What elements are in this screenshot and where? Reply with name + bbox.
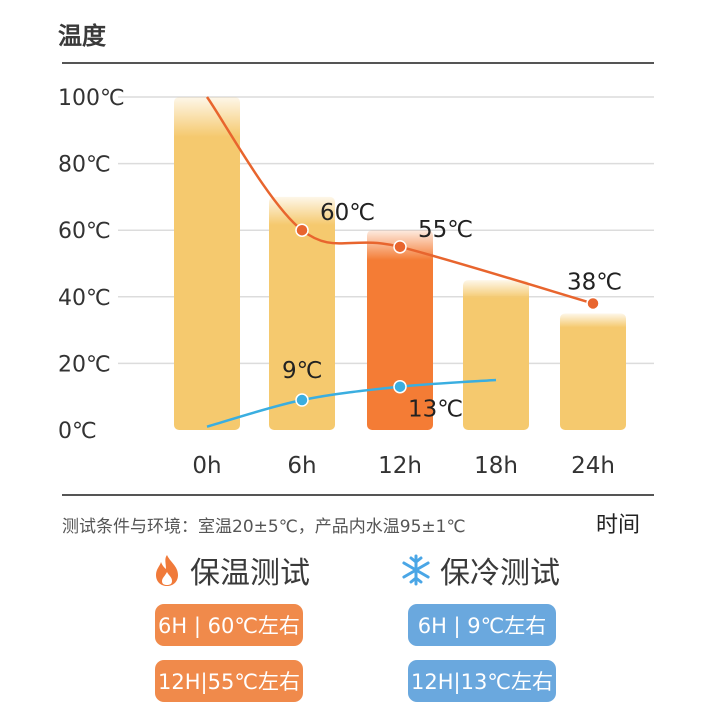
y-tick-label: 0℃ (58, 419, 97, 444)
badge-warm-6h: 6H | 60℃左右 (155, 604, 303, 646)
bar (463, 280, 529, 430)
series-line (206, 378, 497, 428)
badge-cold-12h: 12H|13℃左右 (408, 660, 556, 702)
bar (367, 230, 433, 430)
data-point (586, 296, 600, 311)
bottom-divider (62, 494, 654, 496)
y-tick-label: 60℃ (58, 219, 111, 244)
legend-cold-label: 保冷测试 (440, 556, 560, 591)
legend-warm: 保温测试 (152, 548, 310, 592)
x-tick-label: 18h (474, 453, 518, 479)
data-point (393, 240, 407, 254)
y-tick-label: 100℃ (58, 86, 125, 111)
x-tick-label: 24h (571, 453, 615, 479)
legend-cold: 保冷测试 (400, 548, 560, 592)
x-tick-label: 12h (378, 453, 422, 479)
y-tick-label: 40℃ (58, 286, 111, 311)
data-label: 9℃ (282, 358, 322, 384)
y-axis-title: 温度 (58, 22, 106, 50)
data-point (295, 393, 309, 407)
x-tick-label: 0h (192, 453, 221, 479)
test-conditions-note: 测试条件与环境：室温20±5℃，产品内水温95±1℃ (62, 517, 466, 537)
data-point (295, 223, 309, 237)
badge-cold-6h: 6H | 9℃左右 (408, 604, 556, 646)
top-divider (62, 62, 654, 64)
data-label: 13℃ (408, 397, 463, 423)
x-axis-title: 时间 (596, 513, 641, 538)
y-tick-label: 20℃ (58, 352, 111, 377)
y-tick-label: 80℃ (58, 153, 111, 178)
series-line (205, 96, 594, 305)
badge-warm-12h: 12H|55℃左右 (155, 660, 303, 702)
bar (269, 196, 335, 430)
x-tick-label: 6h (287, 453, 316, 479)
temperature-chart: 0℃ 20℃ 40℃ 60℃ 80℃ 100℃ 0h 6h 12h 18h 24h 60℃ 55℃ 38℃… (58, 86, 654, 479)
legend-warm-label: 保温测试 (190, 556, 310, 591)
data-label: 55℃ (418, 217, 473, 243)
bar (560, 313, 626, 430)
data-label: 60℃ (320, 200, 375, 226)
flame-icon (156, 555, 178, 586)
snowflake-icon (402, 554, 430, 586)
data-label: 38℃ (567, 269, 622, 295)
data-point (393, 379, 407, 394)
bar (174, 97, 240, 430)
